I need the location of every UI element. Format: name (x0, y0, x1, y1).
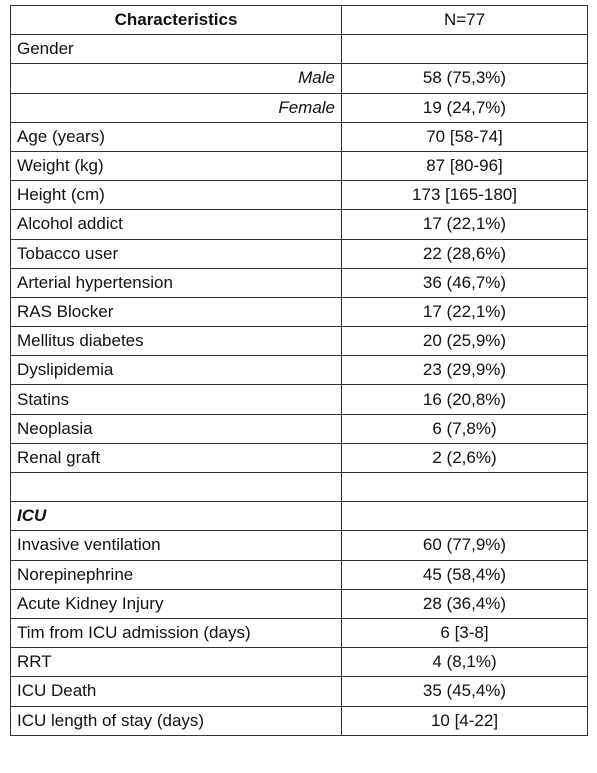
value-cell (341, 501, 588, 532)
table-row: Weight (kg) 87 [80-96] (10, 150, 588, 182)
value-cell: 36 (46,7%) (341, 267, 588, 298)
value-cell: 60 (77,9%) (341, 530, 588, 561)
value-cell (341, 34, 588, 65)
value-cell: 87 [80-96] (341, 150, 588, 182)
table-row (10, 471, 588, 503)
header-row: Characteristics N=77 (10, 4, 588, 36)
value-cell: 22 (28,6%) (341, 238, 588, 269)
label-cell: Invasive ventilation (10, 530, 342, 561)
label-cell: Tobacco user (10, 238, 342, 269)
value-cell: 23 (29,9%) (341, 355, 588, 386)
table-row: Arterial hypertension 36 (46,7%) (10, 267, 588, 298)
label-cell: Mellitus diabetes (10, 326, 342, 357)
table-row: Mellitus diabetes 20 (25,9%) (10, 326, 588, 357)
value-cell: 4 (8,1%) (341, 647, 588, 678)
label-cell: Renal graft (10, 442, 342, 474)
label-cell: ICU Death (10, 676, 342, 707)
value-cell: 19 (24,7%) (341, 92, 588, 123)
value-cell: 20 (25,9%) (341, 326, 588, 357)
table-row: ICU Death 35 (45,4%) (10, 676, 588, 707)
table-row: ICU length of stay (days) 10 [4-22] (10, 705, 588, 736)
table-row: ICU (10, 501, 588, 532)
label-cell: RAS Blocker (10, 296, 342, 328)
table-row: Invasive ventilation 60 (77,9%) (10, 530, 588, 561)
table-row: Dyslipidemia 23 (29,9%) (10, 355, 588, 386)
table-row: RAS Blocker 17 (22,1%) (10, 296, 588, 328)
table-row: Renal graft 2 (2,6%) (10, 442, 588, 474)
label-cell: Arterial hypertension (10, 267, 342, 298)
value-cell: 16 (20,8%) (341, 384, 588, 415)
characteristics-table: Characteristics N=77 Gender Male 58 (75,3%… (10, 4, 588, 736)
label-cell: RRT (10, 647, 342, 678)
header-cell: Characteristics (10, 4, 342, 36)
table-row: Neoplasia 6 (7,8%) (10, 413, 588, 444)
value-cell: 2 (2,6%) (341, 442, 588, 474)
label-cell: Age (years) (10, 121, 342, 152)
label-cell: Height (cm) (10, 180, 342, 211)
label-cell: Neoplasia (10, 413, 342, 444)
label-cell (10, 471, 342, 503)
table-row: RRT 4 (8,1%) (10, 647, 588, 678)
table-row: Norepinephrine 45 (58,4%) (10, 559, 588, 590)
value-cell: 28 (36,4%) (341, 588, 588, 619)
label-cell: ICU (10, 501, 342, 532)
value-cell: 17 (22,1%) (341, 296, 588, 328)
label-cell: Statins (10, 384, 342, 415)
value-cell: 58 (75,3%) (341, 63, 588, 94)
value-cell: 17 (22,1%) (341, 209, 588, 240)
label-cell: Female (10, 92, 342, 123)
value-cell: 6 [3-8] (341, 617, 588, 649)
label-cell: ICU length of stay (days) (10, 705, 342, 736)
label-cell: Tim from ICU admission (days) (10, 617, 342, 649)
table-row: Height (cm) 173 [165-180] (10, 180, 588, 211)
table-row: Statins 16 (20,8%) (10, 384, 588, 415)
label-cell: Dyslipidemia (10, 355, 342, 386)
table-row: Alcohol addict 17 (22,1%) (10, 209, 588, 240)
table-row: Age (years) 70 [58-74] (10, 121, 588, 152)
value-cell: 35 (45,4%) (341, 676, 588, 707)
label-cell: Acute Kidney Injury (10, 588, 342, 619)
table-row: Male 58 (75,3%) (10, 63, 588, 94)
header-cell: N=77 (341, 4, 588, 36)
label-cell: Gender (10, 34, 342, 65)
table-row: Acute Kidney Injury 28 (36,4%) (10, 588, 588, 619)
label-cell: Weight (kg) (10, 150, 342, 182)
table-row: Tobacco user 22 (28,6%) (10, 238, 588, 269)
table-row: Tim from ICU admission (days) 6 [3-8] (10, 617, 588, 649)
value-cell (341, 471, 588, 503)
table-row: Gender (10, 34, 588, 65)
value-cell: 173 [165-180] (341, 180, 588, 211)
value-cell: 45 (58,4%) (341, 559, 588, 590)
value-cell: 70 [58-74] (341, 121, 588, 152)
value-cell: 10 [4-22] (341, 705, 588, 736)
label-cell: Norepinephrine (10, 559, 342, 590)
value-cell: 6 (7,8%) (341, 413, 588, 444)
table-row: Female 19 (24,7%) (10, 92, 588, 123)
label-cell: Male (10, 63, 342, 94)
label-cell: Alcohol addict (10, 209, 342, 240)
